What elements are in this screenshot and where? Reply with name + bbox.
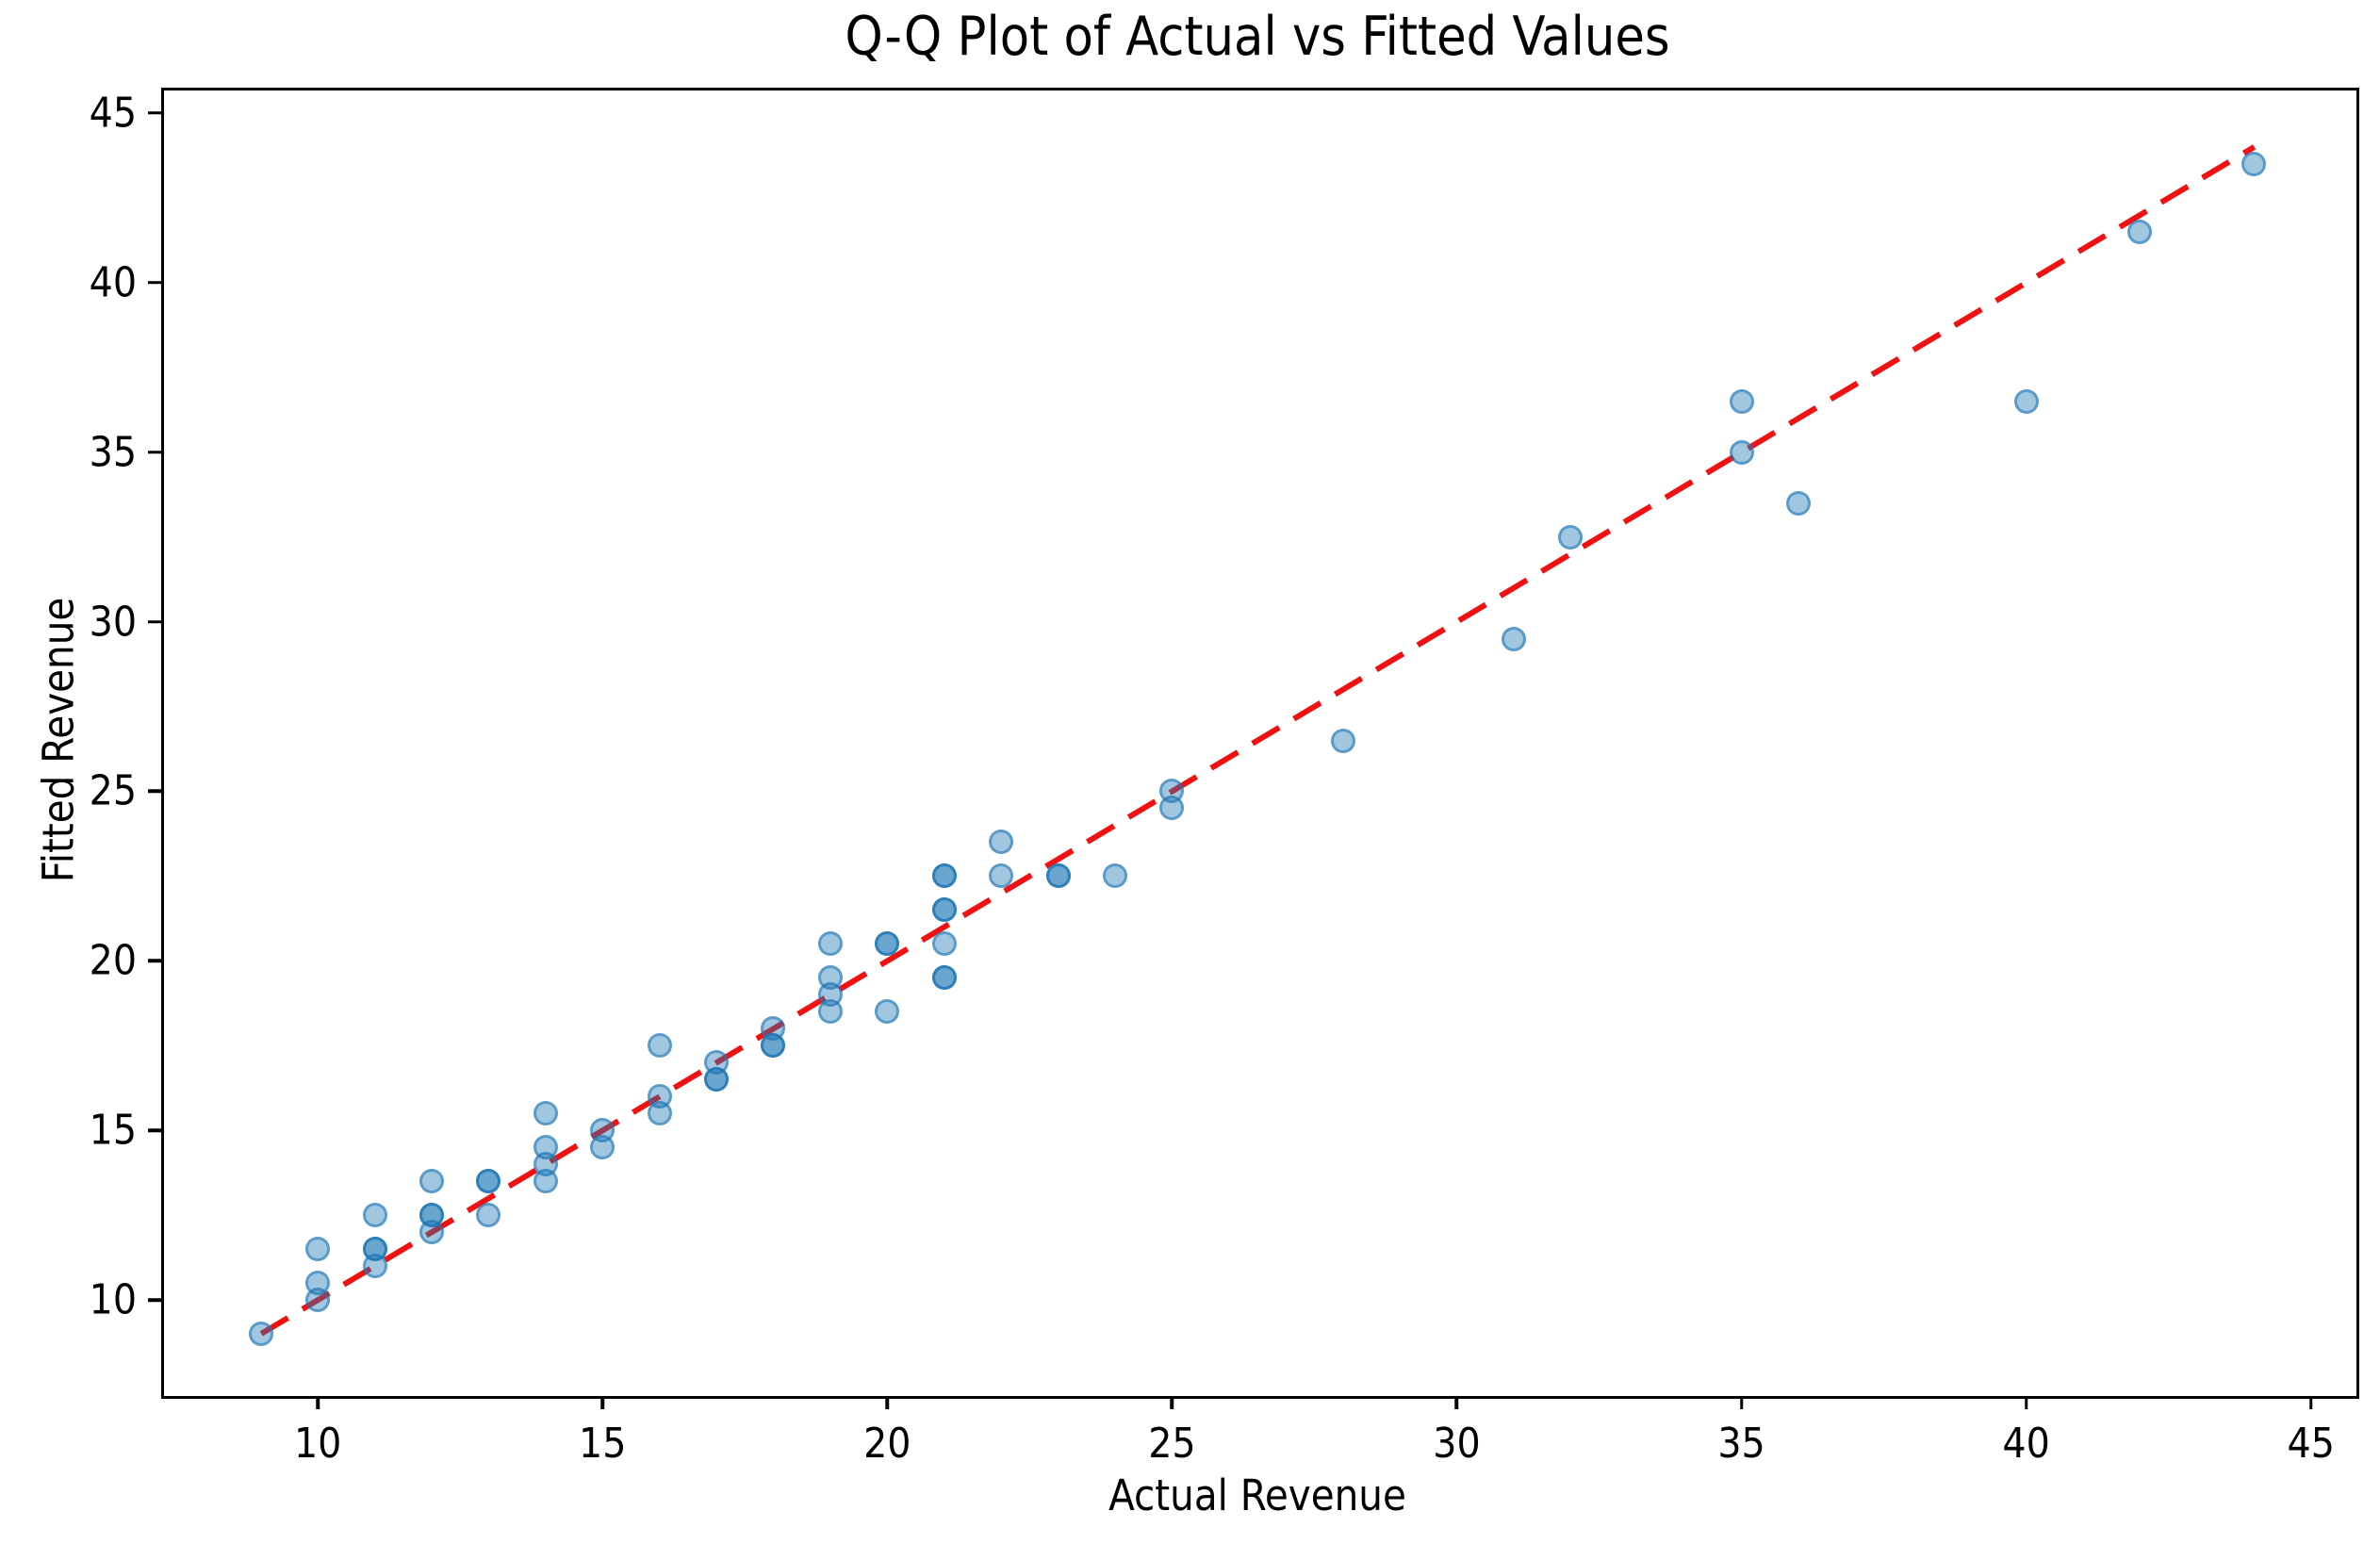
y-tick-label: 15 <box>89 1106 137 1155</box>
y-tick <box>148 619 161 624</box>
scatter-point <box>1102 863 1127 889</box>
scatter-point <box>1558 524 1584 550</box>
scatter-point <box>1330 728 1355 753</box>
x-tick-label: 35 <box>1717 1420 1765 1468</box>
y-tick <box>148 1298 161 1302</box>
scatter-point <box>2013 388 2039 414</box>
scatter-point <box>931 863 957 889</box>
scatter-point <box>419 1169 444 1194</box>
scatter-point <box>305 1271 331 1296</box>
y-tick-label: 35 <box>89 428 137 477</box>
chart-title: Q-Q Plot of Actual vs Fitted Values <box>845 6 1670 68</box>
x-tick <box>1739 1396 1744 1409</box>
scatter-point <box>1159 796 1185 821</box>
scatter-point <box>1729 439 1754 465</box>
y-tick <box>148 281 161 285</box>
scatter-point <box>989 863 1014 889</box>
scatter-point <box>875 999 900 1025</box>
x-tick <box>2308 1396 2313 1409</box>
scatter-point <box>875 931 900 957</box>
scatter-point <box>419 1203 444 1228</box>
scatter-point <box>248 1322 273 1347</box>
scatter-point <box>1729 388 1754 414</box>
y-tick-label: 10 <box>89 1275 137 1324</box>
x-tick <box>316 1396 320 1409</box>
scatter-point <box>1045 863 1071 889</box>
x-tick-label: 20 <box>863 1420 911 1468</box>
x-axis-label: Actual Revenue <box>1108 1470 1406 1520</box>
x-tick <box>2024 1396 2028 1409</box>
scatter-point <box>817 965 843 991</box>
x-tick <box>1454 1396 1459 1409</box>
scatter-point <box>590 1118 616 1143</box>
x-tick-label: 40 <box>2002 1420 2050 1468</box>
scatter-point <box>1785 490 1811 516</box>
scatter-point <box>817 931 843 957</box>
scatter-point <box>931 931 957 957</box>
scatter-point <box>931 897 957 923</box>
y-tick-label: 45 <box>89 89 137 138</box>
scatter-point <box>476 1203 501 1228</box>
scatter-point <box>704 1050 730 1076</box>
scatter-point <box>647 1084 672 1109</box>
y-axis-label: Fitted Revenue <box>33 597 84 883</box>
y-tick-label: 25 <box>89 766 137 815</box>
scatter-point <box>2127 219 2153 244</box>
scatter-point <box>647 1033 672 1059</box>
scatter-point <box>362 1237 387 1262</box>
scatter-point <box>1159 779 1185 804</box>
plot-area <box>161 88 2359 1399</box>
scatter-point <box>761 1016 786 1042</box>
scatter-point <box>533 1135 558 1160</box>
scatter-point <box>533 1101 558 1126</box>
scatter-point <box>931 965 957 991</box>
y-tick-label: 40 <box>89 258 137 307</box>
x-tick <box>885 1396 890 1409</box>
y-tick <box>148 1128 161 1132</box>
y-tick-label: 20 <box>89 936 137 985</box>
x-tick-label: 30 <box>1433 1420 1481 1468</box>
y-tick <box>148 959 161 963</box>
scatter-point <box>2241 151 2267 176</box>
y-tick <box>148 450 161 454</box>
y-tick-label: 30 <box>89 598 137 647</box>
x-tick-label: 10 <box>293 1420 342 1468</box>
scatter-point <box>476 1169 501 1194</box>
x-tick <box>1170 1396 1174 1409</box>
scatter-point <box>362 1203 387 1228</box>
scatter-point <box>1501 626 1526 651</box>
x-tick-label: 15 <box>579 1420 627 1468</box>
x-tick-label: 25 <box>1148 1420 1196 1468</box>
y-tick <box>148 111 161 115</box>
scatter-point <box>305 1237 331 1262</box>
x-tick <box>600 1396 604 1409</box>
x-tick-label: 45 <box>2287 1420 2335 1468</box>
y-tick <box>148 789 161 794</box>
scatter-point <box>989 829 1014 855</box>
